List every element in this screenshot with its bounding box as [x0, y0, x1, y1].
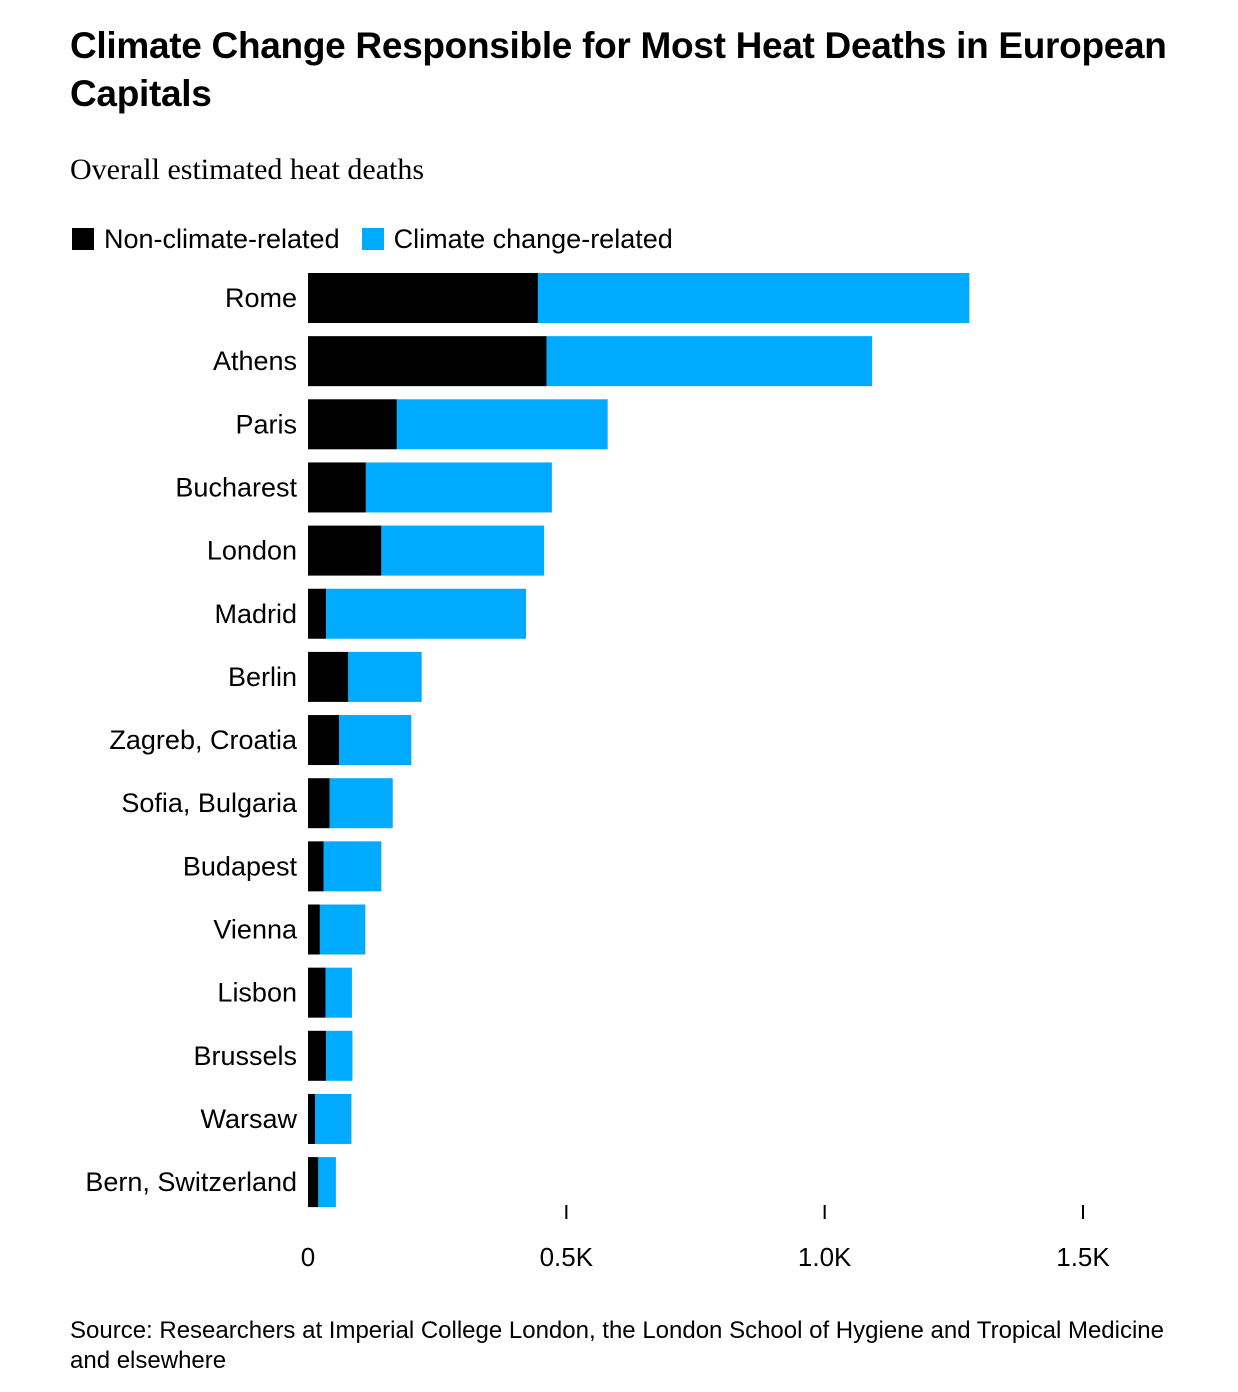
bar-non-climate [308, 273, 538, 323]
bar-non-climate [308, 588, 327, 639]
bar-climate [396, 399, 608, 450]
category-label: Bucharest [175, 472, 297, 502]
bar-climate [339, 715, 412, 766]
x-tick-label: 0.5K [540, 1242, 594, 1272]
legend-label-non-climate: Non-climate-related [104, 224, 340, 254]
bar-climate [325, 967, 352, 1018]
bar-climate [315, 1093, 352, 1144]
category-label: London [207, 536, 297, 566]
bar-climate [365, 462, 552, 513]
bar-non-climate [308, 1093, 316, 1144]
chart-title: Climate Change Responsible for Most Heat… [70, 25, 1167, 114]
category-label: Zagreb, Croatia [109, 725, 298, 755]
category-label: Vienna [213, 915, 298, 945]
category-label: Rome [225, 283, 297, 313]
category-label: Athens [213, 346, 297, 376]
bar-non-climate [308, 1157, 319, 1208]
x-tick-label: 1.5K [1056, 1242, 1110, 1272]
category-label: Berlin [228, 662, 297, 692]
category-label: Budapest [183, 851, 298, 881]
bar-climate [318, 1157, 336, 1208]
bar-non-climate [308, 399, 397, 450]
legend-swatch-non-climate [72, 228, 94, 250]
legend-swatch-climate [361, 228, 384, 250]
bar-non-climate [308, 778, 330, 829]
bar-non-climate [308, 1030, 327, 1081]
category-label: Lisbon [217, 978, 297, 1008]
bar-climate [319, 904, 366, 955]
bar-non-climate [308, 651, 349, 702]
bar-climate [326, 1030, 353, 1081]
bar-climate [348, 651, 422, 702]
x-tick-label: 0 [301, 1242, 315, 1272]
legend-item-non-climate: Non-climate-related [72, 222, 340, 256]
bar-climate [329, 778, 393, 829]
source-note: Source: Researchers at Imperial College … [70, 1317, 1164, 1374]
legend-item-climate: Climate change-related [361, 222, 673, 256]
category-label: Madrid [214, 599, 297, 629]
category-label: Brussels [193, 1041, 297, 1071]
category-label: Warsaw [200, 1104, 297, 1134]
bar-climate [546, 336, 873, 387]
bar-non-climate [308, 336, 547, 387]
category-label: Bern, Switzerland [85, 1167, 297, 1197]
bar-non-climate [308, 715, 339, 766]
bar-climate [381, 525, 545, 576]
category-label: Sofia, Bulgaria [121, 788, 298, 818]
bar-non-climate [308, 462, 366, 513]
bar-non-climate [308, 525, 382, 576]
bar-climate [323, 841, 382, 892]
bar-climate [326, 588, 527, 639]
legend-label-climate: Climate change-related [393, 224, 673, 254]
bar-climate [537, 273, 970, 323]
bar-non-climate [308, 841, 324, 892]
bar-non-climate [308, 904, 320, 955]
x-tick-label: 1.0K [798, 1242, 852, 1272]
bar-non-climate [308, 967, 326, 1018]
bar-chart: Rome Athens Paris Bucharest London Madrid Berl… [85, 273, 1110, 1272]
chart-subtitle: Overall estimated heat deaths [70, 153, 425, 186]
category-label: Paris [235, 409, 297, 439]
chart-legend: Non-climate-related Climate change-relat… [72, 222, 695, 256]
